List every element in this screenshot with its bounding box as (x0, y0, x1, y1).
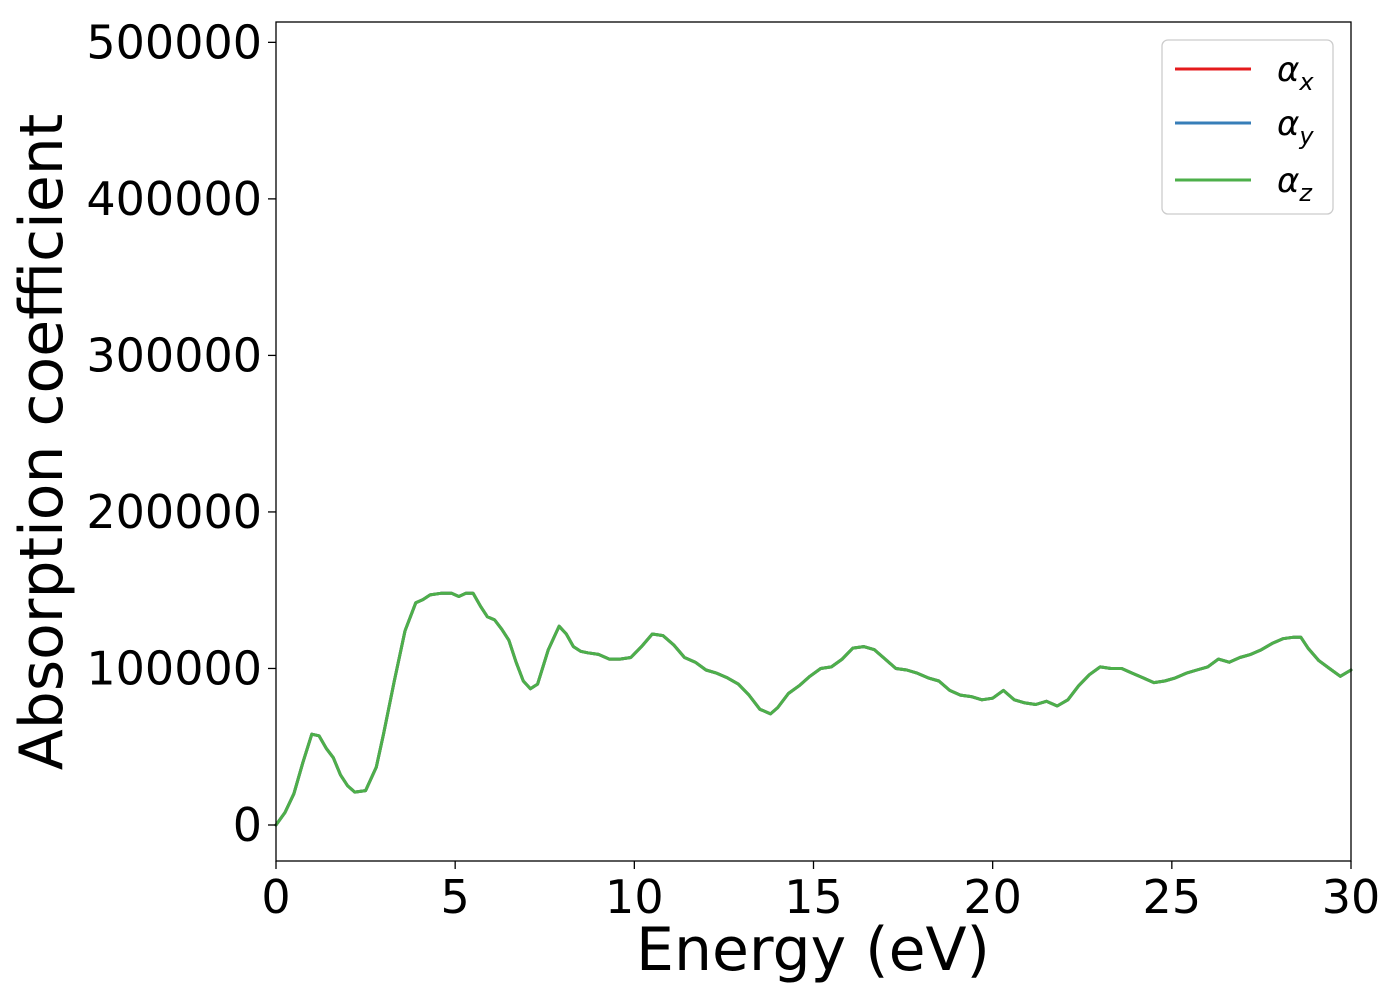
series-layer (274, 591, 1353, 827)
legend-label-2: αz (1277, 161, 1313, 207)
x-tick-label: 15 (784, 870, 843, 924)
legend-symbol: α (1277, 50, 1299, 90)
y-tick-label: 0 (233, 798, 262, 852)
legend-subscript: y (1298, 122, 1314, 150)
legend-subscript: x (1298, 68, 1314, 96)
series-line-2 (274, 591, 1353, 827)
y-tick-label: 400000 (86, 172, 262, 226)
y-tick-label: 200000 (86, 485, 262, 539)
x-tick-label: 0 (261, 870, 290, 924)
x-tick-label: 20 (963, 870, 1022, 924)
legend-label-0: αx (1277, 50, 1314, 96)
y-axis: 0 100000 200000 300000 400000 500000 (86, 15, 276, 852)
y-tick-label: 500000 (86, 15, 262, 69)
legend-label-1: αy (1277, 104, 1314, 150)
x-axis: 0 5 10 15 20 25 30 (261, 861, 1380, 924)
legend-box (1161, 39, 1334, 215)
x-axis-title: Energy (eV) (636, 915, 990, 985)
y-tick-label: 300000 (86, 328, 262, 382)
legend-subscript: z (1298, 179, 1313, 207)
x-tick-label: 25 (1143, 870, 1202, 924)
x-tick-label: 5 (441, 870, 470, 924)
x-tick-label: 10 (605, 870, 664, 924)
legend-symbol: α (1277, 161, 1299, 201)
x-tick-label: 30 (1322, 870, 1381, 924)
y-axis-title: Absorption coefficient (7, 114, 77, 771)
legend-symbol: α (1277, 104, 1299, 144)
y-tick-label: 100000 (86, 641, 262, 695)
